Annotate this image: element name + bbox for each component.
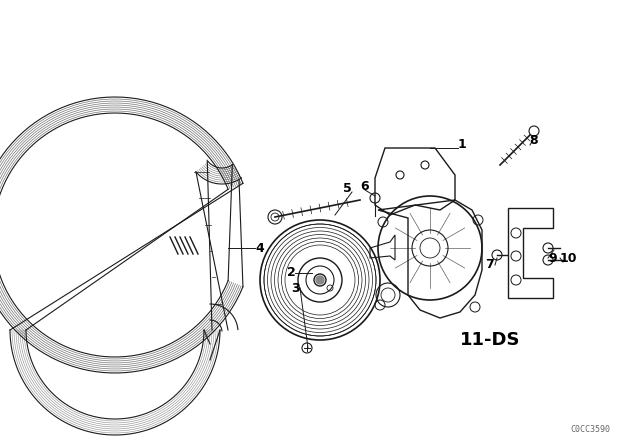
Text: 3: 3 <box>292 281 300 294</box>
Circle shape <box>316 276 324 284</box>
Text: 9: 9 <box>548 251 557 264</box>
Text: 1: 1 <box>458 138 467 151</box>
Text: 5: 5 <box>342 181 351 194</box>
Text: 6: 6 <box>361 180 369 193</box>
Text: 10: 10 <box>559 251 577 264</box>
Text: 2: 2 <box>287 266 296 279</box>
Text: 11-DS: 11-DS <box>460 331 520 349</box>
Text: C0CC3590: C0CC3590 <box>570 426 610 435</box>
Text: 7: 7 <box>486 258 494 271</box>
Text: 4: 4 <box>255 241 264 254</box>
Text: 8: 8 <box>530 134 538 146</box>
